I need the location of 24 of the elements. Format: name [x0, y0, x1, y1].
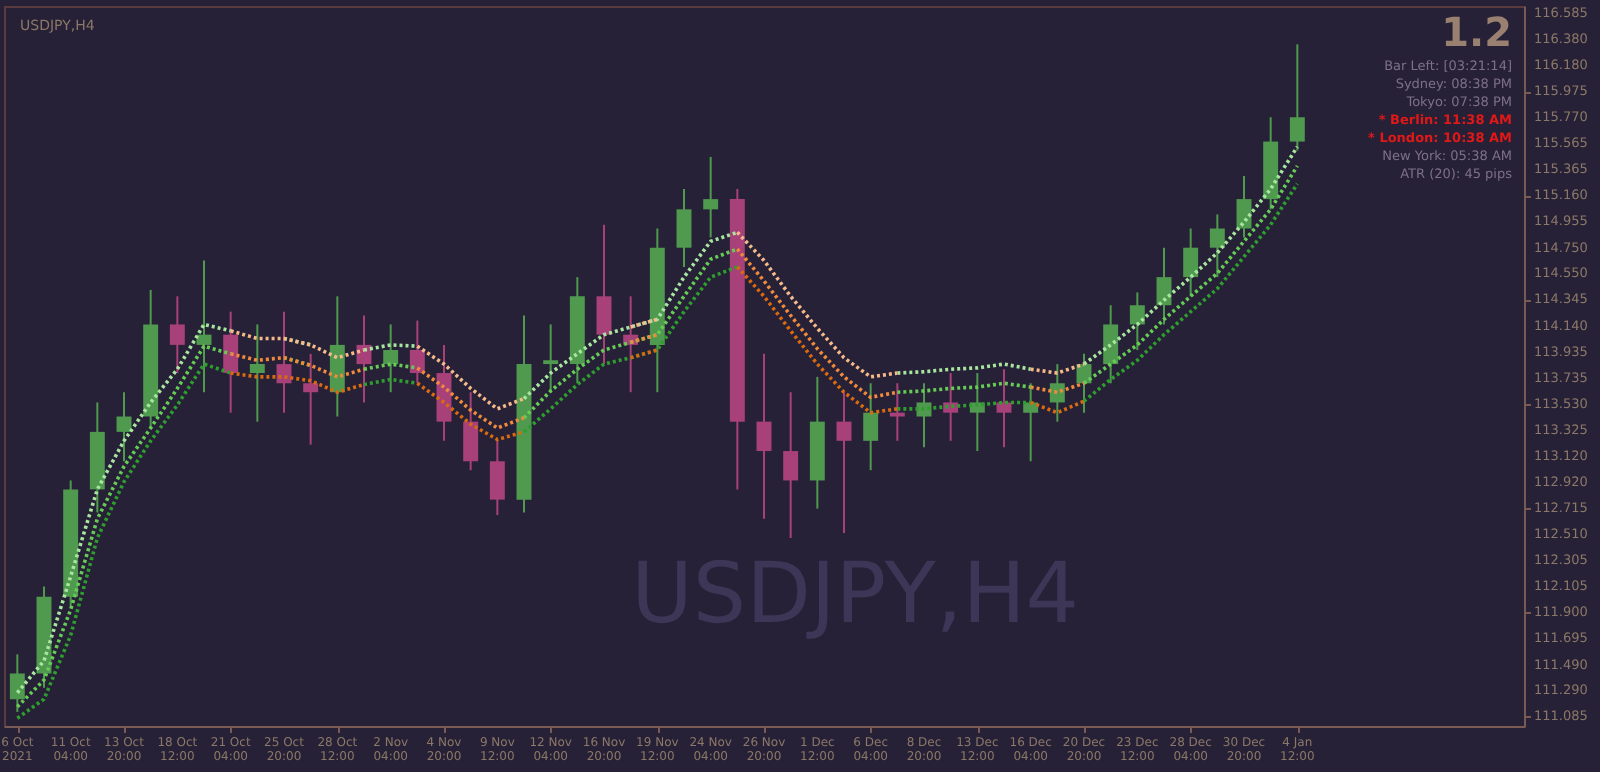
- candlestick: [703, 155, 719, 239]
- candlestick: [169, 295, 185, 375]
- candlestick: [543, 323, 559, 394]
- candlestick: [836, 391, 852, 534]
- candlestick: [489, 439, 505, 516]
- candlestick: [943, 372, 959, 442]
- candlestick: [383, 323, 399, 394]
- candlestick: [596, 223, 612, 366]
- candlestick: [783, 391, 799, 540]
- candlestick: [996, 368, 1012, 449]
- candlestick: [1023, 382, 1039, 463]
- annotation: 1.2: [1441, 8, 1512, 56]
- candlestick: [676, 187, 692, 268]
- candlestick: [1209, 213, 1225, 279]
- candlestick: [1129, 291, 1145, 352]
- candlestick: [1289, 43, 1305, 152]
- candlestick: [223, 310, 239, 414]
- candlestick: [1183, 227, 1199, 298]
- candlestick: [1049, 363, 1065, 423]
- candlestick: [116, 391, 132, 463]
- candlestick: [303, 352, 319, 446]
- candlestick: [1103, 304, 1119, 385]
- candlestick: [969, 372, 985, 453]
- candlestick: [9, 653, 25, 713]
